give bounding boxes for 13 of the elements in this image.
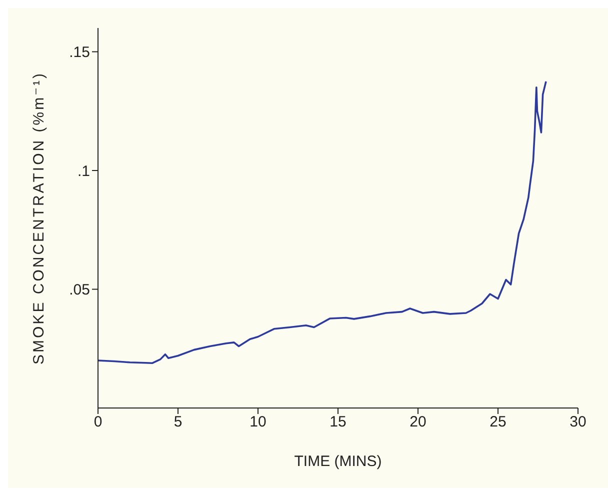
x-axis-title: TIME (MINS)	[294, 453, 382, 470]
line-series	[98, 80, 547, 364]
x-tick-label: 30	[570, 414, 586, 431]
x-tick-label: 25	[490, 414, 506, 431]
x-tick-label: 15	[330, 414, 346, 431]
x-tick-label: 5	[174, 414, 182, 431]
y-axis-title: SMOKE CONCENTRATION (%m⁻¹)	[30, 72, 48, 364]
y-tick-label: .1	[77, 162, 90, 180]
x-tick-label: 10	[250, 414, 266, 431]
x-tick-label: 0	[94, 414, 102, 431]
y-tick-label: .05	[69, 282, 90, 299]
y-tick-label: .15	[69, 44, 90, 62]
x-tick-label: 20	[410, 414, 426, 431]
